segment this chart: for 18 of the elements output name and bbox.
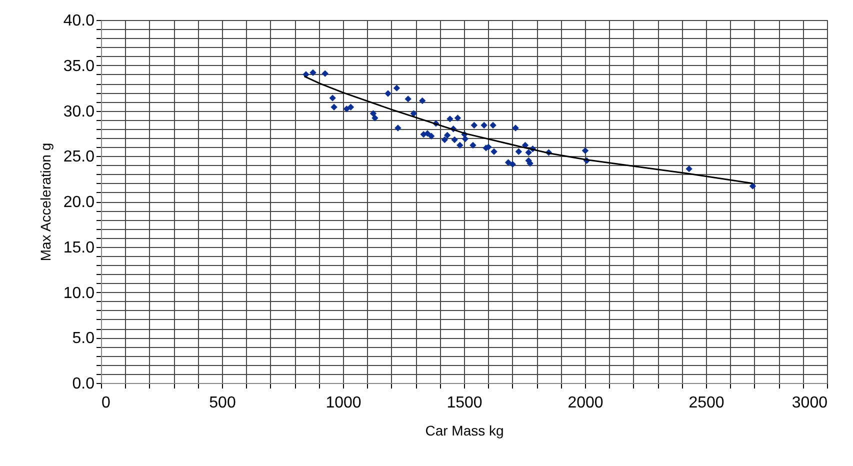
x-tick-label: 3000 (792, 394, 828, 412)
y-axis-title: Max Acceleration g (37, 142, 54, 262)
y-tick-label: 15.0 (63, 239, 95, 256)
y-tick-label: 20.0 (63, 194, 95, 211)
x-tick-label: 1000 (326, 394, 362, 412)
y-tick-label: 35.0 (63, 58, 95, 75)
x-tick-label: 1500 (446, 394, 482, 412)
y-tick-label: 0.0 (72, 376, 95, 392)
x-axis-title: Car Mass kg (425, 422, 504, 438)
y-tick-label: 30.0 (63, 103, 95, 120)
y-tick-label: 10.0 (63, 284, 95, 302)
x-tick-label: 2500 (688, 394, 724, 412)
x-tick-label: 2000 (568, 394, 604, 412)
y-tick-label: 5.0 (72, 330, 95, 348)
x-tick-label: 500 (209, 394, 236, 412)
y-tick-label: 25.0 (63, 148, 95, 166)
y-tick-label: 40.0 (63, 12, 95, 30)
x-tick-label: 0 (102, 394, 110, 412)
